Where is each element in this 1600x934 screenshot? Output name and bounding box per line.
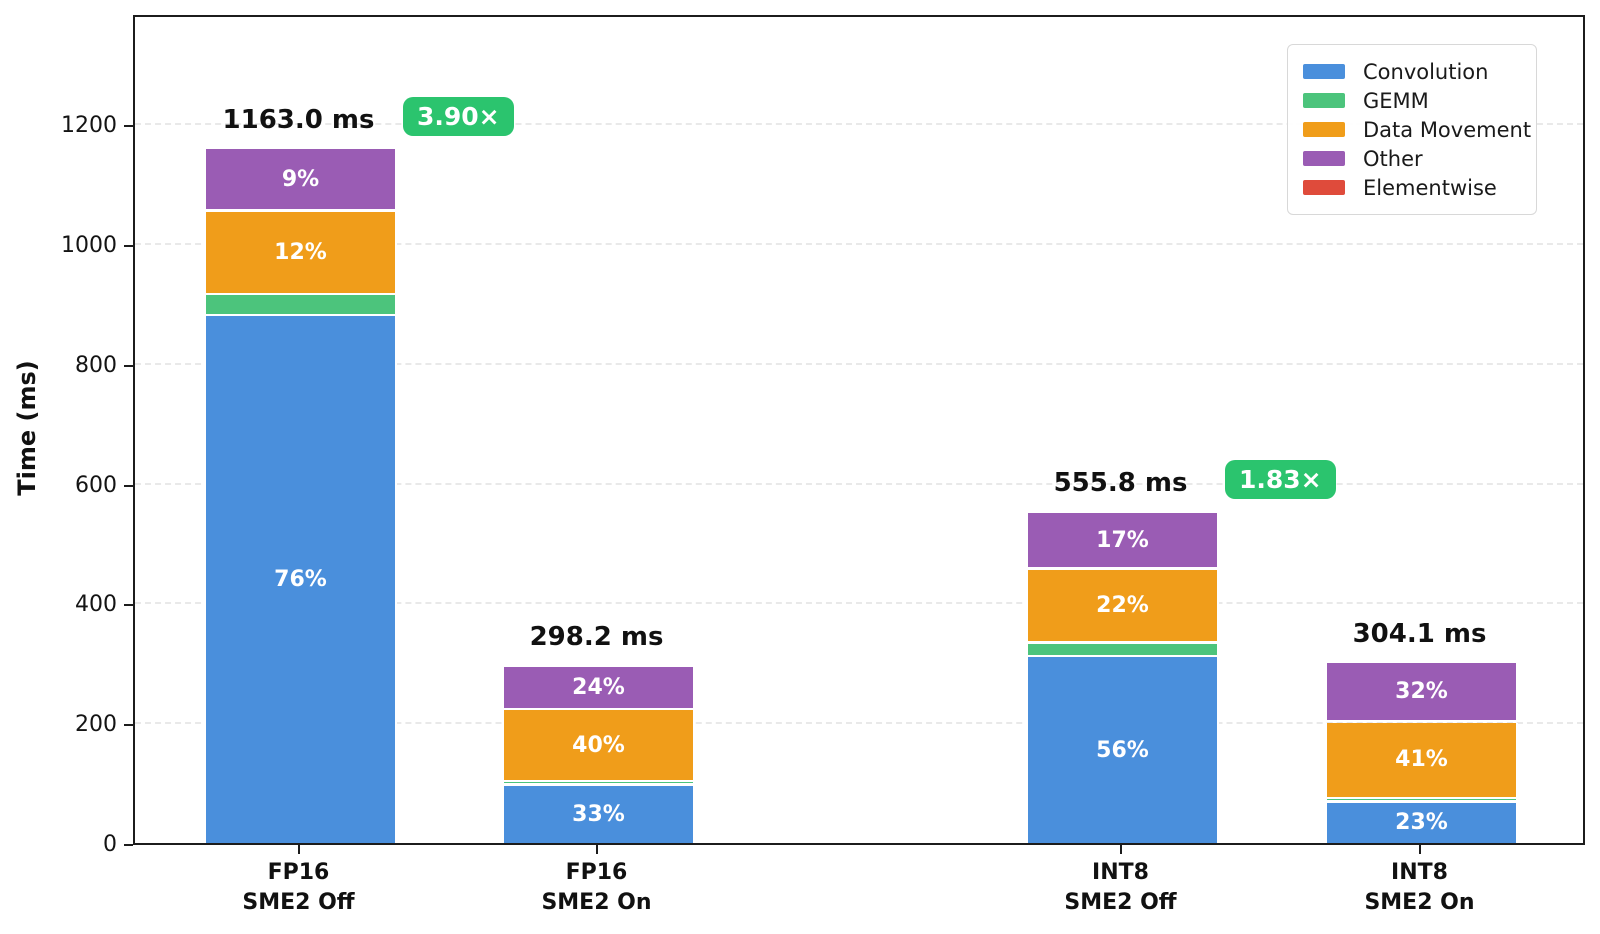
y-tick-label-1000: 1000 xyxy=(61,233,117,259)
bar-segment-convolution: 56% xyxy=(1026,657,1219,843)
legend-item-elementwise: Elementwise xyxy=(1303,173,1526,202)
x-tick-mark xyxy=(1418,845,1421,854)
bar-segment-convolution: 33% xyxy=(502,785,695,843)
x-category-line1: INT8 xyxy=(1391,860,1448,885)
x-tick-mark xyxy=(595,845,598,854)
segment-percent-label: 32% xyxy=(1395,679,1448,705)
segment-percent-label: 24% xyxy=(572,674,625,700)
legend-label: Elementwise xyxy=(1363,175,1497,200)
legend-swatch-icon xyxy=(1303,151,1345,166)
x-category-label: INT8 SME2 Off xyxy=(1064,858,1176,918)
bar-total-label: 555.8 ms xyxy=(1053,468,1188,499)
segment-percent-label: 23% xyxy=(1395,810,1448,836)
bar-segment-gemm xyxy=(502,781,695,784)
legend-swatch-icon xyxy=(1303,122,1345,137)
bar-total-label: 1163.0 ms xyxy=(222,104,375,135)
legend-item-gemm: GEMM xyxy=(1303,86,1526,115)
x-category-line2: SME2 On xyxy=(541,890,652,915)
y-tick-label-0: 0 xyxy=(103,832,117,857)
legend-item-data-movement: Data Movement xyxy=(1303,115,1531,144)
legend-label: GEMM xyxy=(1363,88,1429,113)
legend-item-convolution: Convolution xyxy=(1303,57,1526,86)
gridline-800 xyxy=(135,362,1583,365)
y-tick-label-1200: 1200 xyxy=(61,113,117,139)
y-tick-mark-1000 xyxy=(124,245,133,248)
x-category-label: FP16 SME2 On xyxy=(541,858,651,918)
segment-percent-label: 22% xyxy=(1096,593,1149,619)
y-tick-mark-200 xyxy=(124,724,133,727)
legend: Convolution GEMM Data Movement Other Element… xyxy=(1287,44,1537,215)
legend-swatch-icon xyxy=(1303,180,1345,195)
segment-percent-label: 76% xyxy=(274,567,327,593)
bar-segment-gemm xyxy=(1325,798,1518,801)
x-category-label: FP16 SME2 Off xyxy=(242,858,354,918)
gridline-400 xyxy=(135,602,1583,605)
bar-segment-other: 24% xyxy=(502,666,695,708)
bar-segment-convolution: 23% xyxy=(1325,802,1518,843)
y-tick-label-200: 200 xyxy=(75,712,117,738)
gridline-1000 xyxy=(135,243,1583,246)
bar-segment-data-movement: 22% xyxy=(1026,569,1219,642)
speedup-badge: 1.83× xyxy=(1225,460,1336,500)
y-tick-label-600: 600 xyxy=(75,472,117,498)
legend-swatch-icon xyxy=(1303,93,1345,108)
legend-swatch-icon xyxy=(1303,64,1345,79)
y-tick-mark-400 xyxy=(124,604,133,607)
y-tick-label-800: 800 xyxy=(75,352,117,378)
legend-label: Convolution xyxy=(1363,59,1489,84)
bar-segment-gemm xyxy=(204,295,397,314)
segment-percent-label: 41% xyxy=(1395,747,1448,773)
bar-segment-other: 9% xyxy=(204,149,397,210)
gridline-200 xyxy=(135,722,1583,725)
segment-percent-label: 33% xyxy=(572,801,625,827)
x-category-label: INT8 SME2 On xyxy=(1364,858,1474,918)
bar-segment-convolution: 76% xyxy=(204,316,397,843)
segment-percent-label: 9% xyxy=(281,166,320,192)
y-tick-mark-0 xyxy=(124,844,133,846)
bar-segment-other: 32% xyxy=(1325,663,1518,721)
x-category-line1: INT8 xyxy=(1092,860,1149,885)
y-tick-mark-1200 xyxy=(124,125,133,128)
bar-segment-data-movement: 40% xyxy=(502,710,695,780)
legend-label: Data Movement xyxy=(1363,117,1532,142)
x-category-line2: SME2 Off xyxy=(1064,890,1177,915)
gridline-600 xyxy=(135,482,1583,485)
y-tick-label-400: 400 xyxy=(75,592,117,618)
segment-percent-label: 17% xyxy=(1096,527,1149,553)
bar-segment-data-movement: 41% xyxy=(1325,722,1518,797)
x-category-line1: FP16 xyxy=(267,860,330,885)
x-category-line1: FP16 xyxy=(565,860,628,885)
segment-percent-label: 56% xyxy=(1096,737,1149,763)
x-tick-mark xyxy=(1119,845,1122,854)
x-category-line2: SME2 Off xyxy=(242,890,355,915)
segment-percent-label: 40% xyxy=(572,732,625,758)
y-tick-mark-800 xyxy=(124,364,133,367)
legend-item-other: Other xyxy=(1303,144,1526,173)
gridline-1200 xyxy=(135,123,1583,126)
segment-percent-label: 12% xyxy=(274,239,327,265)
bar-total-label: 304.1 ms xyxy=(1352,618,1487,649)
bar-segment-data-movement: 12% xyxy=(204,211,397,293)
bar-segment-other: 17% xyxy=(1026,512,1219,568)
x-category-line2: SME2 On xyxy=(1364,890,1475,915)
x-tick-mark xyxy=(297,845,300,854)
speedup-badge: 3.90× xyxy=(403,96,514,136)
legend-label: Other xyxy=(1363,146,1423,171)
bar-segment-gemm xyxy=(1026,643,1219,655)
bar-total-label: 298.2 ms xyxy=(529,622,664,653)
y-tick-mark-600 xyxy=(124,484,133,487)
